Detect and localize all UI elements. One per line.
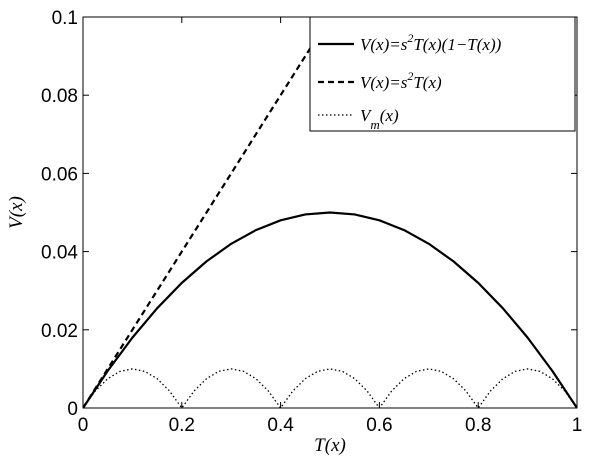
y-axis-label: V(x) <box>6 196 27 229</box>
y-tick-label: 0.08 <box>41 86 78 107</box>
x-tick-label: 0 <box>78 415 89 436</box>
y-tick-label: 0.02 <box>41 321 78 342</box>
axis-ticks: 0 0.2 0.4 0.6 0.8 1 0 0.02 0.04 0.06 0.08 0.1 <box>41 8 582 436</box>
x-axis-label: T(x) <box>314 435 346 456</box>
legend: V(x)=s2T(x)(1−T(x)) V(x)=s2T(x) Vm(x) <box>309 16 576 132</box>
legend-entry-label: V(x)=s2T(x)(1−T(x)) <box>360 31 502 54</box>
x-tick-label: 0.2 <box>169 415 195 436</box>
series-line-dotted <box>83 368 577 408</box>
y-tick-label: 0.06 <box>41 164 78 185</box>
x-tick-label: 0.8 <box>465 415 491 436</box>
y-tick-label: 0 <box>67 399 78 420</box>
x-tick-label: 0.4 <box>267 415 294 436</box>
series-line-solid <box>83 211 577 408</box>
y-tick-label: 0.1 <box>52 8 78 29</box>
y-tick-label: 0.04 <box>41 243 78 264</box>
legend-entry-label: V(x)=s2T(x) <box>360 69 442 92</box>
legend-entry-label: Vm(x) <box>360 106 399 132</box>
x-tick-label: 1 <box>572 415 583 436</box>
series-line-dashed <box>83 17 331 408</box>
plot-area <box>83 17 577 408</box>
x-tick-label: 0.6 <box>366 415 392 436</box>
legend-box <box>309 16 576 132</box>
